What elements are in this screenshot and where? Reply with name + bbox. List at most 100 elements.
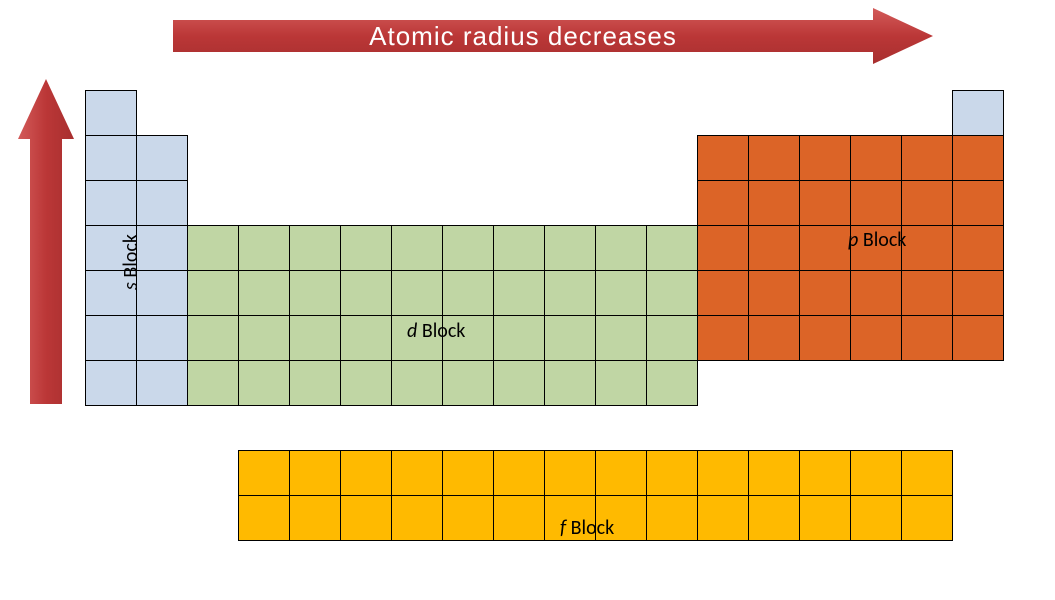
cell (340, 495, 392, 541)
cell (238, 270, 290, 316)
cell (442, 270, 494, 316)
cell (340, 315, 392, 361)
cell (289, 495, 341, 541)
cell (391, 450, 443, 496)
cell (952, 90, 1004, 136)
cell (493, 495, 545, 541)
cell (646, 495, 698, 541)
cell (697, 495, 749, 541)
cell (595, 450, 647, 496)
cell (646, 360, 698, 406)
cell (850, 315, 902, 361)
cell (799, 315, 851, 361)
cell (289, 360, 341, 406)
cell (799, 450, 851, 496)
cell (340, 270, 392, 316)
cell (238, 360, 290, 406)
cell (952, 270, 1004, 316)
cell (544, 315, 596, 361)
cell (544, 270, 596, 316)
cell (850, 495, 902, 541)
cell (85, 360, 137, 406)
cell (901, 315, 953, 361)
cell (697, 135, 749, 181)
cell (493, 315, 545, 361)
cell (799, 495, 851, 541)
cell (697, 315, 749, 361)
cell (748, 450, 800, 496)
cell (238, 495, 290, 541)
cell (187, 225, 239, 271)
cell (187, 270, 239, 316)
cell (493, 360, 545, 406)
cell (952, 180, 1004, 226)
cell (901, 495, 953, 541)
cell (136, 315, 188, 361)
cell (136, 225, 188, 271)
cell (136, 270, 188, 316)
cell (748, 225, 800, 271)
cell (595, 360, 647, 406)
cell (289, 270, 341, 316)
cell (85, 90, 137, 136)
cell (85, 315, 137, 361)
cell (901, 135, 953, 181)
cell (850, 135, 902, 181)
cell (442, 225, 494, 271)
cell (952, 315, 1004, 361)
cell (340, 450, 392, 496)
cell (289, 315, 341, 361)
cell (901, 270, 953, 316)
cell (136, 360, 188, 406)
cell (391, 225, 443, 271)
cell (442, 450, 494, 496)
cell (493, 450, 545, 496)
cell (85, 180, 137, 226)
cell (289, 450, 341, 496)
cell (646, 270, 698, 316)
diagram-container: Atomic radius decreases s Block p Block … (0, 0, 1055, 600)
cell (238, 450, 290, 496)
cell (748, 180, 800, 226)
d-block-label: d Block (407, 319, 465, 343)
cell (493, 225, 545, 271)
cell (748, 135, 800, 181)
cell (442, 360, 494, 406)
cell (544, 225, 596, 271)
cell (799, 270, 851, 316)
cell (340, 225, 392, 271)
cell (697, 180, 749, 226)
arrow-label-text: Atomic radius decreases (369, 21, 677, 52)
cell (952, 225, 1004, 271)
cell (544, 450, 596, 496)
p-block-label: p Block (848, 228, 906, 252)
cell (595, 315, 647, 361)
s-block-label: s Block (119, 227, 143, 297)
cell (442, 495, 494, 541)
cell (799, 135, 851, 181)
cell (493, 270, 545, 316)
cell (799, 180, 851, 226)
cell (748, 495, 800, 541)
cell (187, 315, 239, 361)
cell (391, 495, 443, 541)
cell (646, 315, 698, 361)
cell (187, 360, 239, 406)
cell (850, 450, 902, 496)
cell (238, 225, 290, 271)
cell (136, 180, 188, 226)
cell (85, 135, 137, 181)
cell (850, 270, 902, 316)
cell (289, 225, 341, 271)
cell (952, 135, 1004, 181)
cell (748, 270, 800, 316)
cell (238, 315, 290, 361)
cell (595, 225, 647, 271)
cell (646, 450, 698, 496)
cell (697, 225, 749, 271)
f-block-label: f Block (560, 516, 614, 540)
cell (901, 180, 953, 226)
cell (646, 225, 698, 271)
cell (595, 270, 647, 316)
cell (136, 135, 188, 181)
